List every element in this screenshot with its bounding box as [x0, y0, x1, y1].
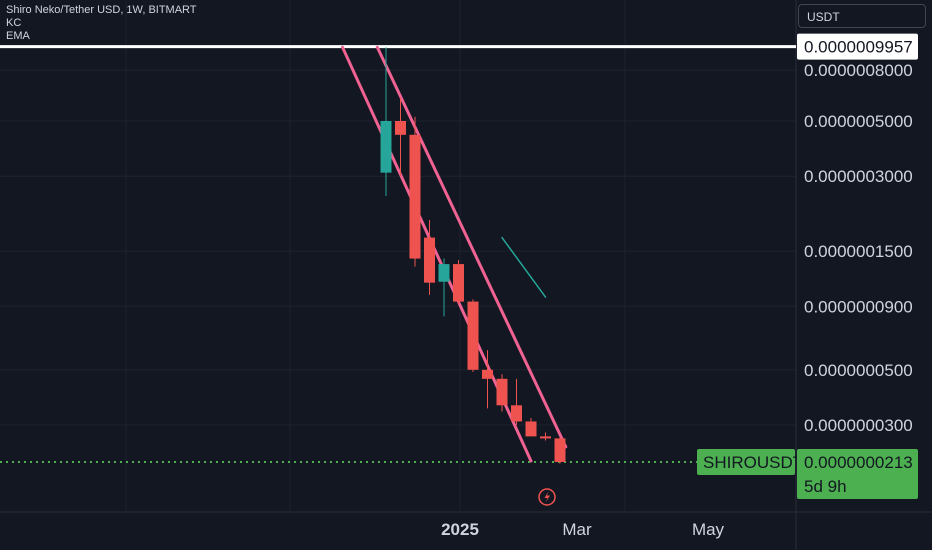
candle-body: [525, 421, 537, 437]
candle[interactable]: [467, 299, 479, 372]
candle[interactable]: [395, 97, 406, 177]
candle[interactable]: [482, 350, 493, 409]
last-price-label: 0.0000000213 5d 9h: [797, 449, 918, 500]
candle[interactable]: [453, 260, 464, 304]
last-price-box: [797, 449, 918, 500]
high-price-text: 0.0000009957: [804, 38, 913, 57]
overlay-lines: [0, 45, 796, 464]
candle[interactable]: [438, 258, 450, 317]
candle[interactable]: [380, 47, 392, 196]
candle-body: [482, 369, 493, 379]
candle-body: [467, 301, 479, 370]
candle-body: [554, 438, 566, 463]
candle[interactable]: [554, 437, 566, 464]
time-axis: 2025 Mar May: [441, 520, 724, 539]
candle[interactable]: [424, 220, 435, 295]
candle-body: [395, 121, 406, 135]
legend-indicator-kc[interactable]: KC: [6, 17, 22, 29]
candle[interactable]: [511, 378, 522, 425]
channel-upper-line[interactable]: [375, 45, 568, 449]
time-tick-label: Mar: [562, 520, 592, 539]
lightning-icon[interactable]: [538, 488, 556, 506]
ema-line[interactable]: [501, 236, 547, 298]
legend-title[interactable]: Shiro Neko/Tether USD, 1W, BITMART: [6, 4, 197, 16]
price-tick-label: 0.0000000900: [804, 297, 913, 316]
candles: [380, 47, 566, 464]
candle-body: [496, 378, 508, 406]
candle-body: [409, 134, 421, 259]
price-tick-label: 0.0000005000: [804, 112, 913, 131]
countdown-text: 5d 9h: [804, 477, 847, 496]
candle[interactable]: [496, 374, 508, 412]
candle-body: [453, 264, 464, 302]
price-tick-label: 0.0000001500: [804, 242, 913, 261]
event-marker-circle: [538, 488, 556, 506]
candle-body: [438, 264, 450, 282]
candle[interactable]: [540, 432, 551, 441]
candle-body: [511, 405, 522, 422]
last-price-text: 0.0000000213: [804, 453, 913, 472]
candle-body: [380, 121, 392, 173]
candle-body: [424, 237, 435, 283]
price-axis: 0.0000008000 0.0000005000 0.0000003000 0.00…: [697, 33, 918, 500]
event-marker-bolt: [544, 491, 550, 503]
candle[interactable]: [409, 116, 421, 267]
quote-currency-button[interactable]: USDT: [798, 4, 926, 28]
price-tick-label: 0.0000003000: [804, 167, 913, 186]
symbol-label-box: [697, 449, 795, 476]
price-tick-label: 0.0000008000: [804, 61, 913, 80]
symbol-label-text: SHIROUSDT: [703, 453, 803, 472]
high-price-box: [797, 33, 918, 60]
high-price-label: 0.0000009957: [797, 33, 918, 60]
price-tick-label: 0.0000000500: [804, 361, 913, 380]
price-tick-label: 0.0000000300: [804, 416, 913, 435]
candle[interactable]: [525, 418, 537, 437]
chart-legend: Shiro Neko/Tether USD, 1W, BITMART KC EM…: [6, 4, 197, 43]
time-tick-label: May: [692, 520, 725, 539]
legend-indicator-ema[interactable]: EMA: [6, 30, 30, 42]
symbol-price-label: SHIROUSDT: [697, 449, 803, 476]
time-tick-label: 2025: [441, 520, 479, 539]
markers: [538, 488, 556, 506]
candle-body: [540, 436, 551, 439]
